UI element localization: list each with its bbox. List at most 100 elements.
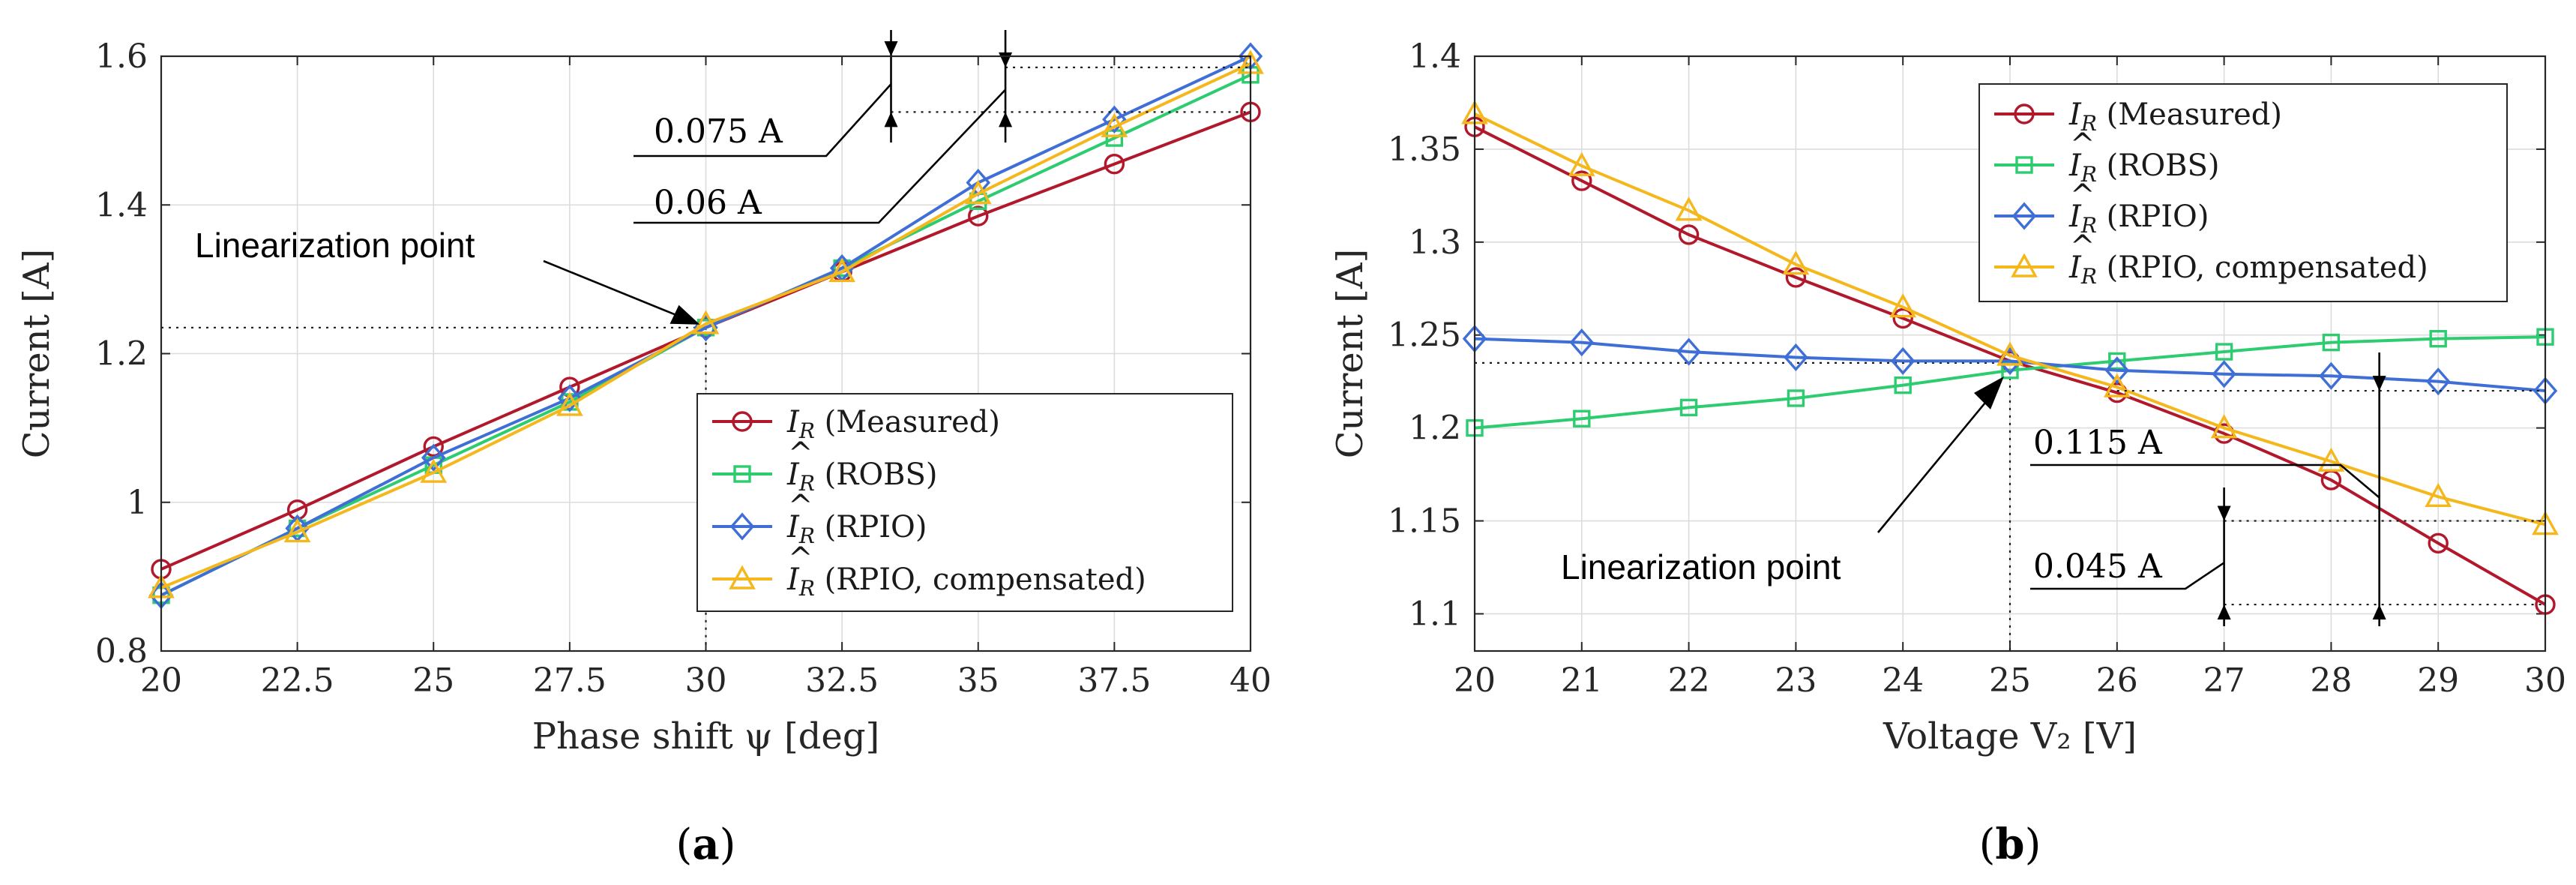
data-point	[1782, 250, 1810, 275]
data-point	[2212, 360, 2236, 388]
y-tick-label: 1	[127, 484, 148, 522]
data-point	[1996, 341, 2023, 366]
x-tick-label: 29	[2417, 662, 2459, 700]
linearization-arrow	[1877, 385, 2001, 533]
data-point	[1571, 170, 1592, 191]
data-point	[1569, 328, 1595, 357]
legend-label: IR (RPIO, compensated)	[2068, 250, 2428, 289]
data-point	[2001, 362, 2019, 380]
y-axis-label: Current [A]	[1329, 249, 1371, 459]
data-point	[1104, 154, 1125, 175]
y-axis-label: Current [A]	[16, 249, 58, 459]
data-point	[2425, 368, 2451, 396]
x-tick-label: 26	[2096, 662, 2138, 700]
dimension-leader	[634, 88, 1007, 224]
data-point	[2425, 482, 2452, 508]
x-tick-label: 22	[1668, 662, 1710, 700]
x-tick-label: 40	[1230, 662, 1272, 700]
data-point	[1102, 105, 1127, 134]
y-tick-label: 1.15	[1388, 502, 1461, 541]
dimension-leader	[2030, 562, 2225, 590]
legend-label: IR (Measured)	[786, 405, 1000, 443]
chart-panel-b: 20 21 22 23 24 25 26 27 28 29 30 1.1 1.15 1.2 1.25 1.3 1…	[1329, 38, 2566, 869]
x-tick-label: 28	[2310, 662, 2352, 700]
data-point	[1101, 112, 1128, 137]
data-point	[968, 206, 989, 226]
legend-label: IR (Measured)	[2068, 98, 2282, 136]
x-tick-label: 30	[685, 662, 727, 700]
data-point	[2103, 373, 2131, 398]
linearization-arrowhead	[1974, 376, 2004, 410]
data-point	[2104, 356, 2130, 385]
linearization-arrowhead	[669, 304, 700, 325]
y-tick-label: 1.1	[1409, 595, 1461, 633]
data-point	[2429, 329, 2447, 348]
data-point	[1890, 346, 1916, 375]
data-point	[1784, 343, 1808, 372]
y-tick-label: 1.4	[95, 186, 148, 224]
dimension-label: 0.075 A	[654, 112, 783, 151]
data-point	[423, 436, 444, 458]
y-tick-label: 1.3	[1409, 224, 1461, 262]
y-tick-label: 0.8	[95, 632, 148, 670]
legend-hat: ^	[2070, 230, 2095, 264]
x-tick-label: 35	[957, 662, 999, 700]
data-point	[964, 179, 992, 205]
axes-frame	[160, 55, 1252, 652]
legend-label: IR (ROBS)	[2068, 148, 2220, 187]
dimension-leader	[634, 83, 892, 158]
series-line-3	[1474, 112, 2546, 526]
data-point	[1676, 338, 1701, 366]
dimension-arrow	[999, 112, 1013, 128]
data-point	[557, 384, 583, 412]
x-tick-label: 27.5	[533, 662, 607, 700]
data-point	[421, 443, 446, 472]
data-point	[1889, 293, 1917, 318]
legend-hat: ^	[788, 542, 813, 576]
dimension-arrow	[2217, 506, 2231, 521]
data-point	[1573, 410, 1591, 428]
y-tick-label: 1.25	[1388, 316, 1461, 355]
x-tick-label: 30	[2524, 662, 2566, 700]
data-point	[1787, 389, 1805, 407]
legend-box	[1978, 83, 2508, 302]
dimension-arrow	[2372, 604, 2386, 620]
data-point	[420, 458, 448, 483]
y-tick-label: 1.2	[1409, 410, 1461, 448]
data-point	[1675, 196, 1703, 221]
data-point	[283, 518, 311, 543]
series-line-2	[160, 55, 1251, 597]
linearization-arrow	[543, 260, 693, 323]
x-tick-label: 27	[2203, 662, 2245, 700]
legend-hat: ^	[2070, 178, 2095, 213]
dimension-leader	[2030, 464, 2380, 499]
data-point	[2215, 343, 2233, 361]
data-point	[2210, 414, 2238, 439]
data-point	[1678, 224, 1700, 245]
dimension-arrow	[999, 52, 1013, 68]
data-point	[1894, 376, 1912, 394]
legend-marker	[2011, 202, 2037, 230]
data-point	[2108, 352, 2126, 370]
legend: IR (Measured)IR (ROBS)^IR (RPIO)^IR (RPI…	[696, 393, 1233, 612]
x-tick-label: 22.5	[261, 662, 334, 700]
axes-frame	[1473, 55, 2547, 652]
y-tick-label: 1.6	[95, 38, 148, 76]
data-point	[1892, 308, 1913, 329]
x-axis-label: Voltage V₂ [V]	[1883, 716, 2137, 758]
series-line-1	[1474, 335, 2546, 430]
linearization-label: Linearization point	[195, 226, 475, 265]
dimension-label: 0.06 A	[654, 184, 762, 222]
legend-hat: ^	[788, 489, 813, 524]
legend-marker	[2015, 156, 2033, 174]
legend-marker	[729, 565, 756, 590]
data-point	[2322, 333, 2341, 352]
x-tick-label: 20	[140, 662, 182, 700]
y-tick-label: 1.35	[1388, 130, 1461, 169]
legend-label: IR (RPIO, compensated)	[786, 562, 1146, 601]
dimension-arrow	[884, 41, 898, 56]
data-point	[1679, 398, 1698, 417]
x-tick-label: 37.5	[1077, 662, 1151, 700]
legend-hat: ^	[788, 436, 813, 471]
